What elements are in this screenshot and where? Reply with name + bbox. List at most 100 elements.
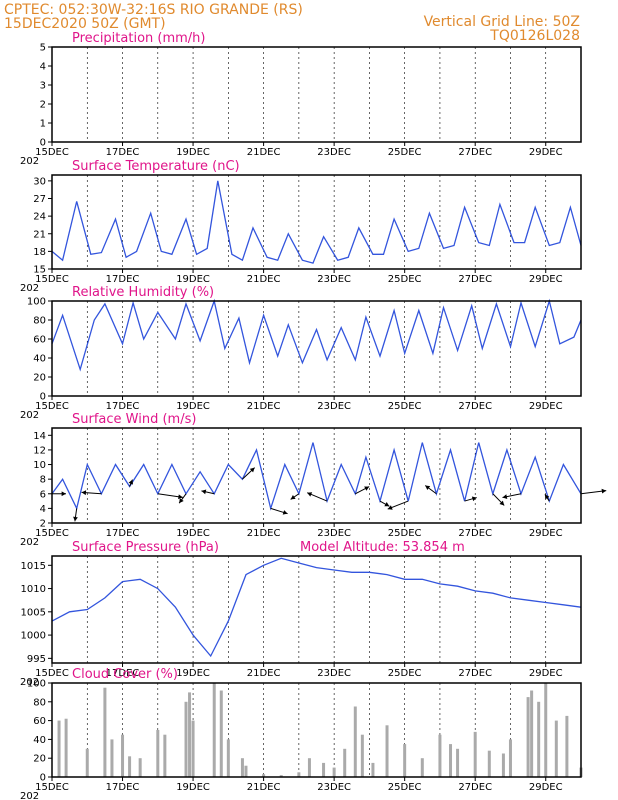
panel-title: Surface Wind (m/s) — [72, 412, 196, 427]
x-tick-label: 27DEC — [458, 528, 492, 539]
cloud-bar — [526, 697, 530, 777]
wind-arrow-head — [544, 494, 550, 500]
cloud-bar — [138, 758, 142, 777]
x-tick-label: 19DEC — [176, 147, 210, 158]
x-tick-label: 17DEC — [106, 528, 140, 539]
panel-rh: 0 20 40 60 80 100 15DEC 17DEC 19DEC 21DEC 23DEC 25D… — [20, 285, 582, 421]
rh-line — [51, 298, 582, 372]
x-tick-label: 19DEC — [176, 401, 210, 412]
panel-title: Surface Temperature (nC) — [72, 159, 240, 174]
y-tick-label: 12 — [33, 445, 46, 456]
y-tick-label: 995 — [27, 654, 46, 665]
panel-title: Precipitation (mm/h) — [72, 31, 205, 46]
header-grid-line: Vertical Grid Line: 50Z — [424, 14, 580, 30]
cloud-bar — [544, 683, 548, 777]
panel-temp: 15 18 21 24 27 30 15DEC 17DEC 19DEC 21DEC 23DEC 25D… — [20, 159, 582, 294]
y-tick-label: 6 — [40, 489, 46, 500]
y-tick-label: 3 — [40, 81, 46, 92]
x-tick-label: 23DEC — [317, 782, 351, 793]
cloud-bar — [449, 744, 453, 777]
x-tick-label: 29DEC — [529, 528, 563, 539]
y-tick-label: 100 — [27, 297, 46, 308]
wind-arrow-head — [81, 490, 87, 496]
x-year-label: 202 — [20, 283, 39, 294]
panel-title: Cloud Cover (%) — [72, 667, 178, 682]
cloud-bar — [322, 762, 326, 777]
x-tick-label: 29DEC — [529, 668, 563, 679]
cloud-bar — [501, 753, 505, 777]
y-tick-label: 2 — [40, 100, 46, 111]
wind-arrow-head — [387, 505, 393, 510]
panel-frame — [51, 46, 582, 143]
x-tick-label: 19DEC — [176, 274, 210, 285]
panel-frame — [51, 427, 582, 524]
x-tick-label: 25DEC — [388, 528, 422, 539]
wind-arrow-head — [201, 489, 207, 495]
panel-frame — [51, 555, 582, 664]
panel-frame — [51, 682, 582, 778]
x-tick-label: 27DEC — [458, 668, 492, 679]
x-tick-label: 23DEC — [317, 668, 351, 679]
y-tick-label: 1015 — [21, 561, 46, 572]
y-tick-label: 40 — [33, 354, 46, 365]
cloud-bar — [554, 720, 558, 777]
cloud-bar — [212, 683, 216, 777]
cloud-bar — [240, 758, 244, 777]
cloud-bar — [371, 762, 375, 777]
y-tick-label: 30 — [33, 176, 46, 187]
cloud-bar — [456, 748, 460, 777]
x-tick-label: 17DEC — [106, 668, 140, 679]
wind-arrow-head — [307, 492, 313, 497]
cloud-bar — [473, 731, 477, 777]
x-tick-label: 15DEC — [35, 668, 69, 679]
cloud-bar — [103, 687, 107, 777]
y-tick-label: 1000 — [21, 631, 46, 642]
y-tick-label: 4 — [40, 504, 46, 515]
y-tick-label: 27 — [33, 194, 46, 205]
wind-arrow-head — [128, 479, 133, 485]
cloud-bar — [343, 748, 347, 777]
wind-arrow-head — [179, 498, 184, 504]
header-station: CPTEC: 052:30W-32:16S RIO GRANDE (RS) — [4, 2, 303, 18]
panel-frame — [51, 174, 582, 270]
cloud-bar — [279, 775, 283, 777]
cloud-bar — [537, 701, 541, 777]
y-tick-label: 100 — [27, 679, 46, 690]
wind-arrow-head — [499, 500, 505, 506]
cloud-bar — [163, 734, 167, 777]
cloud-bar — [188, 692, 192, 777]
cloud-bar — [156, 730, 160, 777]
y-tick-label: 0 — [40, 773, 46, 784]
y-tick-label: 40 — [33, 735, 46, 746]
cloud-bar — [128, 756, 132, 777]
wind-arrow-head — [290, 494, 296, 500]
panel-frame — [51, 300, 582, 397]
x-year-label: 202 — [20, 156, 39, 167]
cloud-bar — [360, 734, 364, 777]
x-year-label: 202 — [20, 677, 39, 688]
press-line — [51, 557, 582, 658]
y-tick-label: 1 — [40, 119, 46, 130]
x-tick-label: 27DEC — [458, 274, 492, 285]
y-tick-label: 0 — [40, 392, 46, 403]
y-tick-label: 5 — [40, 43, 46, 54]
cloud-bar — [307, 758, 311, 777]
cloud-bar — [219, 690, 223, 777]
cloud-bar — [508, 739, 512, 777]
cloud-bar — [332, 767, 336, 777]
cloud-bar — [385, 725, 389, 777]
y-tick-label: 4 — [40, 62, 46, 73]
x-tick-label: 25DEC — [388, 147, 422, 158]
panel-press: 995 1000 1005 1010 1015 15DEC 17DEC 19DEC 21DEC 2… — [20, 540, 582, 688]
x-tick-label: 27DEC — [458, 782, 492, 793]
x-tick-label: 15DEC — [35, 274, 69, 285]
x-tick-label: 29DEC — [529, 401, 563, 412]
cloud-bar — [64, 718, 68, 777]
y-tick-label: 80 — [33, 697, 46, 708]
x-tick-label: 25DEC — [388, 782, 422, 793]
cloud-bar — [121, 734, 125, 777]
x-tick-label: 17DEC — [106, 274, 140, 285]
x-tick-label: 15DEC — [35, 401, 69, 412]
cloud-bar — [403, 744, 407, 777]
